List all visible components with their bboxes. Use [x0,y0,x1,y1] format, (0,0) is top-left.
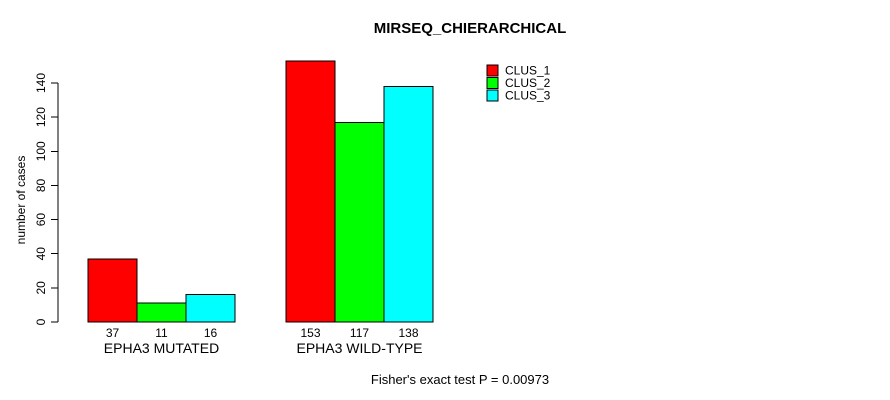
bar-clus_2-1 [136,302,187,323]
bar-clus_3-2 [383,85,434,323]
legend-swatch-clus_2 [486,77,499,89]
chart-title: MIRSEQ_CHIERARCHICAL [374,20,567,37]
y-tick-label: 140 [34,73,48,93]
y-tick-label: 40 [34,247,48,261]
y-tick-label: 120 [34,107,48,127]
category-labels: EPHA3 MUTATED EPHA3 WILD-TYPE [104,340,423,356]
y-tick-label: 60 [34,213,48,227]
y-axis: 0 20 40 60 80 100 120 140 [34,73,59,325]
category-label: EPHA3 WILD-TYPE [296,340,422,356]
legend-swatch-clus_3 [486,89,499,102]
y-tick-label: 0 [34,318,48,325]
bar-value-label: 153 [300,326,320,340]
annotation-text: Fisher's exact test P = 0.00973 [371,372,549,387]
legend-label: CLUS_1 [505,64,551,78]
legend-label: CLUS_2 [505,76,551,90]
y-tick-label: 80 [34,178,48,192]
category-label: EPHA3 MUTATED [104,340,219,356]
bar-clus_3-1 [185,294,236,323]
bar-value-label: 11 [155,326,168,340]
bar-value-label: 37 [106,326,120,340]
legend-swatch-clus_1 [486,64,499,77]
bar-value-label: 117 [350,326,369,340]
bar-value-label: 138 [398,326,418,340]
bar-value-label: 16 [204,326,218,340]
legend-label: CLUS_3 [505,89,551,103]
y-tick-label: 20 [34,281,48,295]
bars-group [87,60,434,323]
bar-clus_1-2 [285,60,336,323]
y-axis-label: number of cases [14,156,28,245]
bar-clus_2-2 [334,121,385,323]
bar-value-labels: 37 11 16 153 117 138 [106,326,419,340]
bar-clus_1-1 [87,258,138,323]
y-tick-label: 100 [34,141,48,161]
